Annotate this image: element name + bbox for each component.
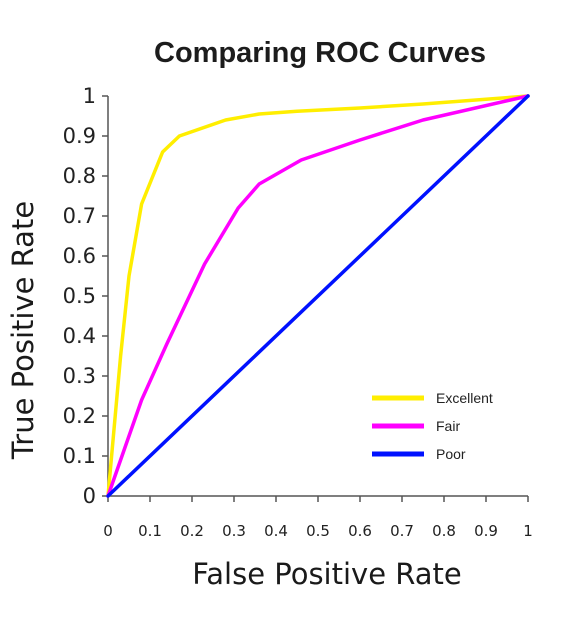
x-tick-label: 0 (103, 522, 113, 540)
x-tick-label: 0.5 (306, 522, 330, 540)
legend-label-excellent: Excellent (436, 390, 493, 406)
x-axis-ticks: 0 0.1 0.2 0.3 0.4 0.5 0.6 0.7 0.8 0.9 1 (103, 496, 533, 540)
x-tick-label: 0.2 (180, 522, 204, 540)
x-tick-label: 0.6 (348, 522, 372, 540)
x-axis-label: False Positive Rate (192, 557, 462, 591)
series-lines (106, 94, 530, 498)
y-tick-label: 0.3 (63, 364, 96, 388)
x-tick-label: 0.7 (390, 522, 414, 540)
y-tick-label: 0.6 (63, 244, 96, 268)
x-tick-label: 0.8 (432, 522, 456, 540)
series-line-poor (106, 94, 530, 498)
plot-area: 0 0.1 0.2 0.3 0.4 0.5 0.6 0.7 0.8 0.9 1 0 0.1 0.2 0.3… (63, 84, 533, 540)
y-tick-label: 0.7 (63, 204, 96, 228)
y-tick-label: 1 (83, 84, 96, 108)
y-axis-label: True Positive Rate (6, 201, 40, 460)
legend: Excellent Fair Poor (372, 390, 493, 462)
chart-title: Comparing ROC Curves (154, 37, 486, 69)
y-tick-label: 0.1 (63, 444, 96, 468)
y-axis-ticks: 0 0.1 0.2 0.3 0.4 0.5 0.6 0.7 0.8 0.9 1 (63, 84, 108, 508)
series-line-excellent (106, 94, 530, 498)
x-tick-label: 1 (523, 522, 533, 540)
x-tick-label: 0.3 (222, 522, 246, 540)
y-tick-label: 0.2 (63, 404, 96, 428)
y-tick-label: 0.9 (63, 124, 96, 148)
legend-label-poor: Poor (436, 446, 466, 462)
y-tick-label: 0 (83, 484, 96, 508)
x-tick-label: 0.4 (264, 522, 288, 540)
series-line-fair (106, 94, 530, 498)
legend-label-fair: Fair (436, 418, 460, 434)
y-tick-label: 0.4 (63, 324, 96, 348)
x-tick-label: 0.1 (138, 522, 162, 540)
x-tick-label: 0.9 (474, 522, 498, 540)
y-tick-label: 0.8 (63, 164, 96, 188)
y-tick-label: 0.5 (63, 284, 96, 308)
